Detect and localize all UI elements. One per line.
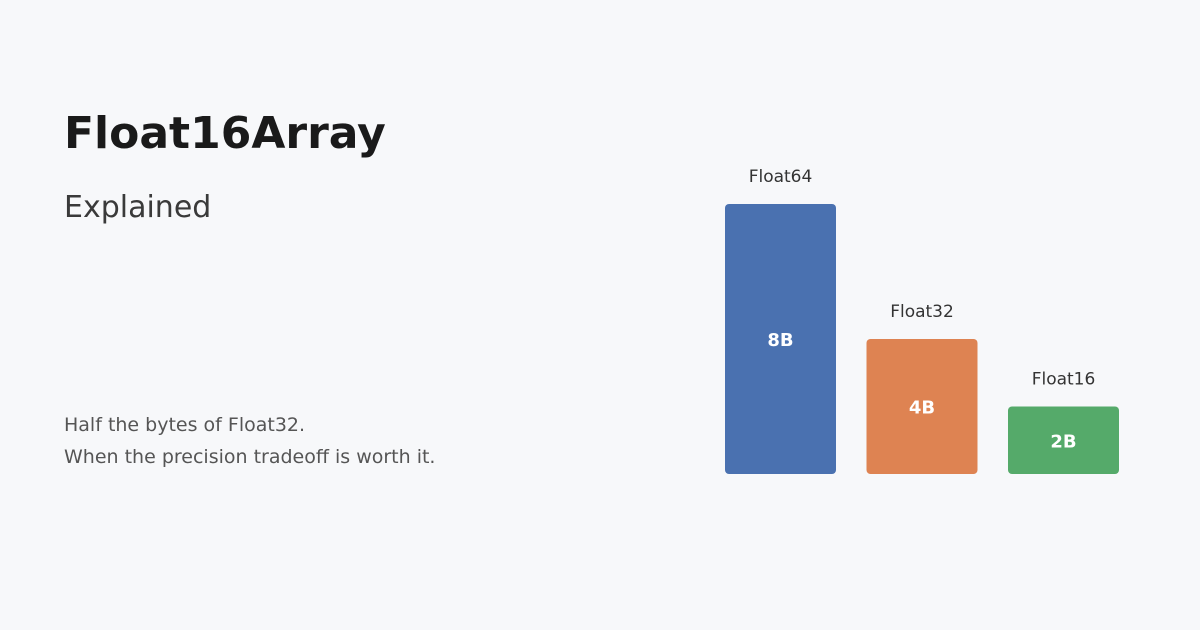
bar-float32 (866, 339, 978, 474)
bar-float64 (725, 204, 836, 474)
page-title: Float16Array (64, 108, 386, 159)
bar-float16 (1008, 406, 1119, 474)
bar-value-label-float64: 8B (767, 330, 793, 351)
page-subtitle: Explained (64, 190, 212, 225)
bar-value-label-float16: 2B (1050, 431, 1076, 452)
bar-category-label-float16: Float16 (1032, 370, 1096, 390)
tagline-line-1: Half the bytes of Float32. (64, 414, 306, 436)
bar-value-label-float32: 4B (909, 398, 935, 419)
bar-category-label-float32: Float32 (890, 302, 954, 322)
tagline: Half the bytes of Float32. When the prec… (64, 409, 435, 473)
tagline-line-2: When the precision tradeoff is worth it. (64, 446, 436, 468)
bar-category-label-float64: Float64 (749, 167, 813, 187)
